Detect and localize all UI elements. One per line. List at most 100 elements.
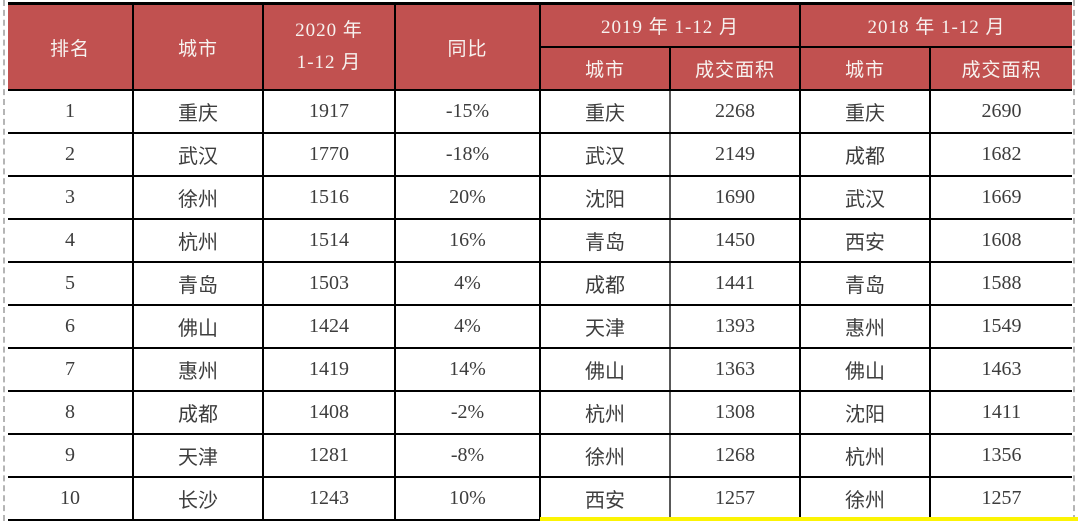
table-header: 排名 城市 2020 年 1-12 月 同比 2019 年 1-12 月 201… <box>8 2 1073 91</box>
city-2018-cell: 惠州 <box>799 304 932 349</box>
area-2018-cell: 1411 <box>929 390 1073 435</box>
header-city-2020: 城市 <box>132 2 264 91</box>
yoy-cell: -2% <box>394 390 541 435</box>
header-period-2020-line2: 1-12 月 <box>296 52 362 73</box>
city-2019-cell: 西安 <box>539 476 671 521</box>
subheader-city-2018: 城市 <box>799 46 932 91</box>
area-2019-cell: 1690 <box>668 175 802 220</box>
city-transaction-area-ranking-table: 排名 城市 2020 年 1-12 月 同比 2019 年 1-12 月 201… <box>8 2 1073 521</box>
rank-cell: 10 <box>8 476 134 521</box>
city-2019-cell: 杭州 <box>539 390 671 435</box>
city-2020-cell: 成都 <box>132 390 264 435</box>
area-2018-cell: 1682 <box>929 132 1073 177</box>
rank-cell: 4 <box>8 218 134 263</box>
subheader-area-2018: 成交面积 <box>929 46 1073 91</box>
city-2020-cell: 徐州 <box>132 175 264 220</box>
rank-cell: 6 <box>8 304 134 349</box>
yoy-cell: 10% <box>394 476 541 521</box>
city-2019-cell: 佛山 <box>539 347 671 392</box>
area-2018-cell: 1463 <box>929 347 1073 392</box>
city-2018-cell: 杭州 <box>799 433 932 478</box>
city-2018-cell: 重庆 <box>799 89 932 134</box>
table-row: 7 惠州 1419 14% 佛山 1363 佛山 1463 <box>8 347 1073 392</box>
header-group-2018: 2018 年 1-12 月 <box>799 2 1073 48</box>
table-row: 1 重庆 1917 -15% 重庆 2268 重庆 2690 <box>8 89 1073 134</box>
header-period-2020-line1: 2020 年 <box>295 19 363 41</box>
area-2018-cell: 1549 <box>929 304 1073 349</box>
yoy-cell: 16% <box>394 218 541 263</box>
area-2019-cell: 1257 <box>668 476 802 521</box>
city-2019-cell: 徐州 <box>539 433 671 478</box>
yoy-cell: 20% <box>394 175 541 220</box>
city-2020-cell: 佛山 <box>132 304 264 349</box>
city-2018-cell: 武汉 <box>799 175 932 220</box>
city-2020-cell: 长沙 <box>132 476 264 521</box>
area-2020-cell: 1424 <box>262 304 396 349</box>
table-body: 1 重庆 1917 -15% 重庆 2268 重庆 2690 2 武汉 1770… <box>8 89 1073 521</box>
area-2018-cell: 1608 <box>929 218 1073 263</box>
table-row: 3 徐州 1516 20% 沈阳 1690 武汉 1669 <box>8 175 1073 220</box>
rank-cell: 3 <box>8 175 134 220</box>
city-2020-cell: 杭州 <box>132 218 264 263</box>
table-row: 6 佛山 1424 4% 天津 1393 惠州 1549 <box>8 304 1073 349</box>
header-group-2019: 2019 年 1-12 月 <box>538 2 802 48</box>
rank-cell: 7 <box>8 347 134 392</box>
yoy-cell: 4% <box>394 261 541 306</box>
rank-cell: 1 <box>8 89 134 134</box>
area-2019-cell: 1450 <box>668 218 802 263</box>
city-2018-cell: 西安 <box>799 218 932 263</box>
header-yoy: 同比 <box>394 2 541 91</box>
city-2020-cell: 武汉 <box>132 132 264 177</box>
area-2019-cell: 1268 <box>668 433 802 478</box>
city-2019-cell: 重庆 <box>539 89 671 134</box>
header-row-2: 城市 成交面积 城市 成交面积 <box>8 46 1073 91</box>
city-2019-cell: 青岛 <box>539 218 671 263</box>
header-row-1: 排名 城市 2020 年 1-12 月 同比 2019 年 1-12 月 201… <box>8 2 1073 91</box>
area-2018-cell: 1257 <box>929 476 1073 521</box>
page-break-dashed-line-left <box>3 0 5 521</box>
area-2020-cell: 1514 <box>262 218 396 263</box>
area-2019-cell: 1441 <box>668 261 802 306</box>
area-2019-cell: 1308 <box>668 390 802 435</box>
header-period-2020: 2020 年 1-12 月 <box>262 2 396 91</box>
city-2020-cell: 重庆 <box>132 89 264 134</box>
yoy-cell: 14% <box>394 347 541 392</box>
city-2019-cell: 成都 <box>539 261 671 306</box>
area-2019-cell: 2268 <box>668 89 802 134</box>
area-2020-cell: 1917 <box>262 89 396 134</box>
subheader-area-2019: 成交面积 <box>668 46 802 91</box>
area-2020-cell: 1516 <box>262 175 396 220</box>
table-row: 4 杭州 1514 16% 青岛 1450 西安 1608 <box>8 218 1073 263</box>
area-2020-cell: 1419 <box>262 347 396 392</box>
city-2019-cell: 武汉 <box>539 132 671 177</box>
rank-cell: 5 <box>8 261 134 306</box>
area-2020-cell: 1408 <box>262 390 396 435</box>
rank-cell: 9 <box>8 433 134 478</box>
table-row: 2 武汉 1770 -18% 武汉 2149 成都 1682 <box>8 132 1073 177</box>
area-2019-cell: 1393 <box>668 304 802 349</box>
city-2019-cell: 沈阳 <box>539 175 671 220</box>
area-2020-cell: 1243 <box>262 476 396 521</box>
city-2019-cell: 天津 <box>539 304 671 349</box>
table-row: 9 天津 1281 -8% 徐州 1268 杭州 1356 <box>8 433 1073 478</box>
city-2020-cell: 天津 <box>132 433 264 478</box>
table-row: 10 长沙 1243 10% 西安 1257 徐州 1257 <box>8 476 1073 521</box>
area-2018-cell: 1669 <box>929 175 1073 220</box>
rank-cell: 2 <box>8 132 134 177</box>
page-break-dashed-line-right <box>1073 0 1075 521</box>
area-2018-cell: 1588 <box>929 261 1073 306</box>
yoy-cell: 4% <box>394 304 541 349</box>
header-rank: 排名 <box>8 2 134 91</box>
yoy-cell: -8% <box>394 433 541 478</box>
city-2018-cell: 沈阳 <box>799 390 932 435</box>
table-row: 5 青岛 1503 4% 成都 1441 青岛 1588 <box>8 261 1073 306</box>
area-2020-cell: 1503 <box>262 261 396 306</box>
city-2018-cell: 徐州 <box>799 476 932 521</box>
city-2018-cell: 青岛 <box>799 261 932 306</box>
area-2019-cell: 2149 <box>668 132 802 177</box>
area-2020-cell: 1770 <box>262 132 396 177</box>
city-2018-cell: 佛山 <box>799 347 932 392</box>
area-2018-cell: 2690 <box>929 89 1073 134</box>
city-2020-cell: 惠州 <box>132 347 264 392</box>
